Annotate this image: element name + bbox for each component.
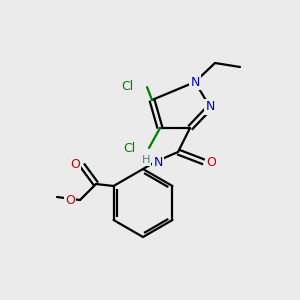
Text: N: N	[190, 76, 200, 88]
Text: Cl: Cl	[121, 80, 133, 94]
Text: Cl: Cl	[123, 142, 135, 154]
Text: O: O	[206, 155, 216, 169]
Text: O: O	[70, 158, 80, 172]
Text: N: N	[153, 155, 163, 169]
Text: O: O	[65, 194, 75, 206]
Text: H: H	[142, 155, 150, 165]
Text: N: N	[205, 100, 215, 113]
